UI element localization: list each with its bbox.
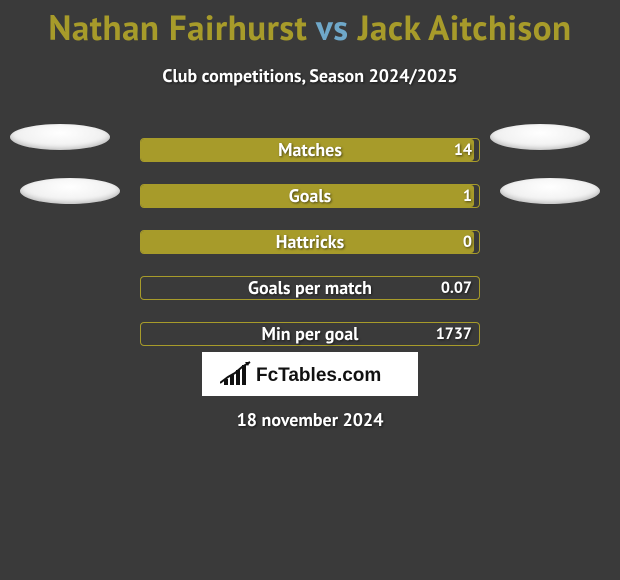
site-badge: FcTables.com xyxy=(202,352,418,396)
stat-label: Min per goal xyxy=(140,322,480,346)
player-photo-badge xyxy=(490,124,590,150)
stat-value: 1 xyxy=(463,184,472,208)
stat-value: 0 xyxy=(463,230,472,254)
player-photo-badge xyxy=(20,178,120,204)
player2-name: Jack Aitchison xyxy=(358,4,572,50)
stat-value: 0.07 xyxy=(441,276,472,300)
vs-text: vs xyxy=(316,4,348,50)
date-text: 18 november 2024 xyxy=(0,408,620,431)
stat-value: 14 xyxy=(454,138,472,162)
stat-label: Goals xyxy=(140,184,480,208)
player-photo-badge xyxy=(10,124,110,150)
player1-name: Nathan Fairhurst xyxy=(48,4,307,50)
site-text: FcTables.com xyxy=(256,365,381,386)
stats-rows: Matches14Goals1Hattricks0Goals per match… xyxy=(0,127,620,357)
subtitle: Club competitions, Season 2024/2025 xyxy=(0,64,620,87)
stat-label: Matches xyxy=(140,138,480,162)
stat-label: Goals per match xyxy=(140,276,480,300)
fctables-logo-icon: FcTables.com xyxy=(220,359,400,389)
stat-row: Hattricks0 xyxy=(0,219,620,265)
stat-label: Hattricks xyxy=(140,230,480,254)
player-photo-badge xyxy=(500,178,600,204)
stat-value: 1737 xyxy=(436,322,472,346)
stat-row: Goals per match0.07 xyxy=(0,265,620,311)
page-title: Nathan Fairhurst vs Jack Aitchison xyxy=(0,0,620,50)
stat-row: Min per goal1737 xyxy=(0,311,620,357)
